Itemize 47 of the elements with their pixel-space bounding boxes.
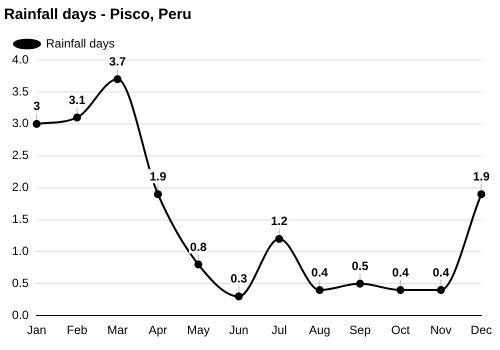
data-label: 0.5 [352, 258, 369, 273]
x-tick-label: Dec [470, 323, 492, 338]
x-tick-label: Oct [391, 323, 410, 338]
x-tick-label: Jul [272, 323, 287, 338]
point [436, 286, 445, 294]
point [73, 114, 82, 122]
data-label: 0.4 [392, 265, 410, 280]
x-tick-label: Jun [229, 323, 248, 338]
y-tick-label: 2.0 [12, 180, 29, 194]
y-tick-label: 2.5 [12, 148, 29, 162]
y-tick-label: 0.0 [12, 308, 29, 322]
data-label: 0.3 [230, 272, 248, 286]
data-label: 1.9 [472, 170, 490, 184]
chart-title: Rainfall days - Pisco, Peru [4, 6, 192, 24]
y-tick-label: 1.5 [12, 212, 29, 226]
y-tick-label: 1.0 [12, 244, 29, 258]
point [396, 286, 404, 294]
point [114, 75, 122, 84]
point [316, 286, 324, 294]
point [194, 260, 202, 268]
point [32, 120, 41, 128]
point [234, 292, 243, 300]
y-tick-label: 0.5 [12, 276, 29, 290]
x-tick-label: May [187, 323, 210, 338]
data-label: 0.8 [190, 240, 208, 254]
x-tick-label: Feb [66, 323, 88, 338]
data-label: 0.4 [311, 265, 328, 280]
point [275, 234, 284, 243]
y-tick-label: 3.5 [12, 84, 29, 98]
point [477, 190, 486, 198]
x-tick-label: Aug [308, 323, 330, 338]
data-label: 3.1 [68, 92, 86, 107]
point [356, 280, 364, 288]
x-tick-label: Sep [349, 323, 372, 338]
x-tick-label: Jan [27, 323, 46, 338]
data-label: 3.7 [109, 54, 126, 68]
data-label: 3 [33, 99, 40, 114]
x-tick-label: Apr [148, 323, 168, 338]
data-label: 1.9 [150, 170, 167, 184]
data-label: 1.2 [270, 214, 288, 228]
legend-label: Rainfall days [46, 36, 115, 50]
x-tick-label: Mar [107, 323, 128, 338]
data-label: 0.4 [432, 265, 450, 280]
x-tick-label: Nov [430, 323, 452, 338]
y-tick-label: 4.0 [12, 52, 29, 66]
point [154, 190, 162, 198]
y-tick-label: 3.0 [12, 116, 29, 130]
